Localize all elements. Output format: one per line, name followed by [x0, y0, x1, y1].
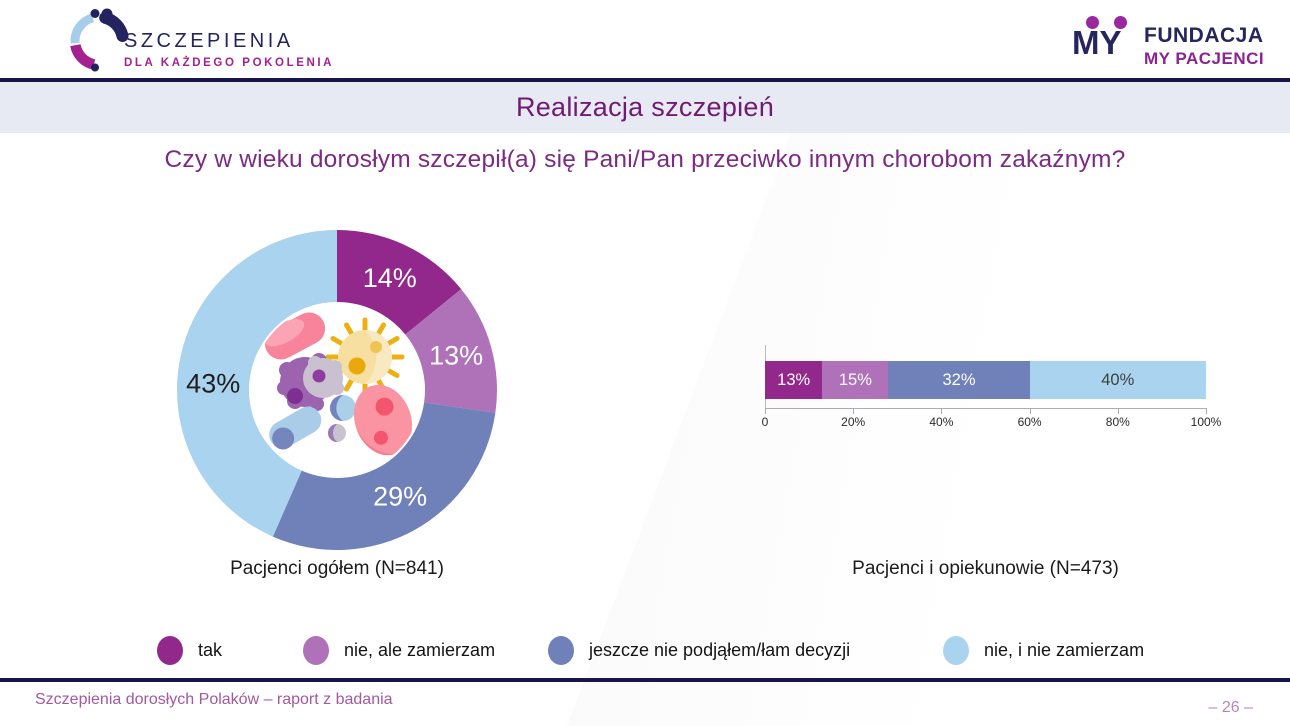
- header-divider: [0, 78, 1290, 82]
- page-number: – 26 –: [1208, 699, 1253, 716]
- bar-caption: Pacjenci i opiekunowie (N=473): [852, 558, 1119, 579]
- szczepienia-logo-text: SZCZEPIENIA DLA KAŻDEGO POKOLENIA: [124, 30, 334, 69]
- donut-value-label: 43%: [186, 369, 240, 399]
- fundacja-line1: FUNDACJA: [1144, 24, 1264, 47]
- axis-tick-label: 100%: [1190, 415, 1222, 429]
- donut-value-label: 29%: [373, 482, 427, 512]
- question-text: Czy w wieku dorosłym szczepił(a) się Pan…: [164, 146, 1126, 173]
- axis-tick-label: 60%: [1017, 415, 1042, 429]
- stacked-bar-chart: 13% 15% 32% 40% 0 20% 40% 60% 80% 100%: [761, 345, 1221, 430]
- donut-value-label: 13%: [429, 340, 483, 370]
- donut-caption: Pacjenci ogółem (N=841): [230, 558, 444, 579]
- microbes-illustration: [264, 312, 413, 456]
- fundacja-logo-text: FUNDACJA MY PACJENCI: [1144, 24, 1264, 69]
- fundacja-line2: MY PACJENCI: [1144, 49, 1265, 68]
- fundacja-logo-dot: [1114, 16, 1127, 29]
- bar-segment: 32%: [888, 361, 1030, 399]
- logo-line2: DLA KAŻDEGO POKOLENIA: [124, 57, 335, 69]
- bar-value-label: 32%: [942, 370, 976, 389]
- axis-tick-label: 20%: [841, 415, 866, 429]
- title-bar: Realizacja szczepień: [0, 82, 1290, 133]
- donut-chart: 14% 13% 29% 43%: [167, 220, 507, 560]
- axis-tick: [853, 408, 855, 414]
- donut-svg: 14% 13% 29% 43%: [176, 230, 497, 551]
- legend-swatch: [548, 636, 574, 665]
- header: SZCZEPIENIA DLA KAŻDEGO POKOLENIA MY FUN…: [0, 0, 1290, 78]
- legend-label: nie, ale zamierzam: [344, 640, 496, 660]
- axis-tick: [1117, 408, 1119, 414]
- logo-line1: SZCZEPIENIA: [124, 30, 294, 52]
- bar-segment: 13%: [765, 361, 823, 399]
- donut-segments: [176, 230, 497, 551]
- bar-track: 13% 15% 32% 40%: [765, 361, 1206, 399]
- donut-segment: [405, 289, 497, 413]
- footer-source: Szczepienia dorosłych Polaków – raport z…: [35, 691, 393, 708]
- szczepienia-logo: [63, 5, 133, 75]
- bar-x-axis: [765, 408, 1207, 409]
- bar-segment: 40%: [1029, 361, 1206, 399]
- axis-tick-label: 0: [761, 415, 769, 429]
- donut-segment: [337, 230, 462, 335]
- donut-segment: [176, 230, 337, 537]
- legend-swatch: [157, 636, 183, 665]
- footer-divider: [0, 678, 1290, 682]
- legend-label: tak: [198, 640, 223, 660]
- bar-value-label: 13%: [777, 370, 811, 389]
- axis-tick: [1206, 408, 1207, 414]
- szczepienia-logo-icon: [70, 8, 129, 72]
- axis-tick: [765, 408, 766, 414]
- donut-labels: 14% 13% 29% 43%: [186, 263, 483, 512]
- bar-segment: 15%: [822, 361, 889, 399]
- fundacja-logo-dot: [1086, 16, 1099, 29]
- legend-item: tak: [157, 636, 222, 665]
- axis-tick-label: 40%: [929, 415, 954, 429]
- donut-value-label: 14%: [363, 263, 417, 293]
- legend-swatch: [303, 636, 329, 665]
- axis-tick: [1029, 408, 1031, 414]
- legend-item: nie, ale zamierzam: [303, 636, 495, 665]
- bar-value-label: 15%: [838, 370, 872, 389]
- axis-tick: [941, 408, 943, 414]
- fundacja-logo-mark: MY: [1072, 24, 1122, 61]
- bar-value-label: 40%: [1101, 370, 1135, 389]
- page-title: Realizacja szczepień: [515, 92, 775, 122]
- axis-tick-label: 80%: [1105, 415, 1130, 429]
- donut-segment: [272, 402, 496, 551]
